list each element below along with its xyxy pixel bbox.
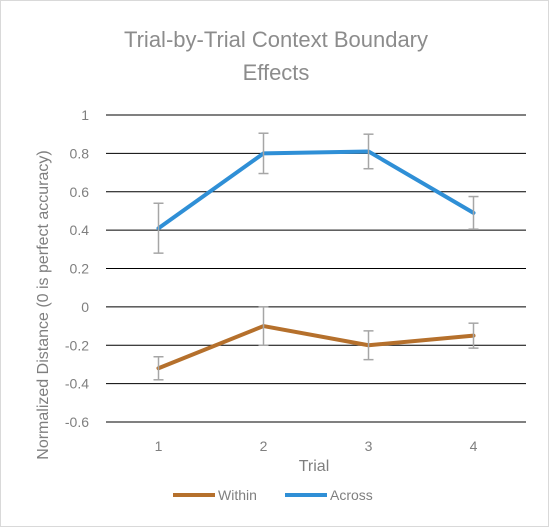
error-bar-within bbox=[153, 356, 164, 381]
legend-item-within: Within bbox=[173, 487, 257, 503]
x-axis-ticks: 1 2 3 4 bbox=[155, 438, 478, 454]
error-bar-within bbox=[468, 322, 479, 349]
x-tick-label: 1 bbox=[155, 438, 163, 454]
error-bar-across bbox=[258, 132, 269, 175]
chart-title-line-1: Trial-by-Trial Context Boundary bbox=[124, 27, 428, 52]
y-tick-label: 0.2 bbox=[70, 261, 90, 277]
series-lines bbox=[156, 149, 476, 371]
gridlines bbox=[106, 114, 526, 423]
x-tick-label: 3 bbox=[365, 438, 373, 454]
chart-title: Trial-by-Trial Context Boundary Effects bbox=[124, 27, 428, 85]
error-bar-within bbox=[363, 330, 374, 361]
legend-label: Across bbox=[330, 487, 373, 503]
error-bar-across bbox=[468, 195, 479, 230]
x-tick-label: 4 bbox=[470, 438, 478, 454]
y-tick-label: -0.4 bbox=[65, 376, 89, 392]
y-axis-title: Normalized Distance (0 is perfect accura… bbox=[35, 150, 52, 459]
y-tick-label: 0.8 bbox=[70, 145, 90, 161]
series-line-across bbox=[156, 149, 476, 231]
error-bar-within bbox=[258, 306, 269, 346]
y-tick-label: 0.6 bbox=[70, 184, 90, 200]
error-bar-across bbox=[363, 133, 374, 170]
y-tick-label: 0.4 bbox=[70, 222, 90, 238]
error-bars bbox=[153, 132, 479, 381]
legend-item-across: Across bbox=[285, 487, 373, 503]
chart-title-line-2: Effects bbox=[243, 60, 310, 85]
legend-label: Within bbox=[218, 487, 257, 503]
y-tick-label: 0 bbox=[81, 299, 89, 315]
y-tick-label: 1 bbox=[81, 107, 89, 123]
x-tick-label: 2 bbox=[260, 438, 268, 454]
y-tick-label: -0.2 bbox=[65, 337, 89, 353]
x-axis-title: Trial bbox=[299, 458, 330, 475]
y-axis-ticks: 1 0.8 0.6 0.4 0.2 0 -0.2 -0.4 -0.6 bbox=[65, 107, 89, 430]
legend: Within Across bbox=[173, 487, 373, 503]
y-tick-label: -0.6 bbox=[65, 414, 89, 430]
series-line-within bbox=[156, 324, 476, 371]
error-bar-across bbox=[153, 202, 164, 254]
